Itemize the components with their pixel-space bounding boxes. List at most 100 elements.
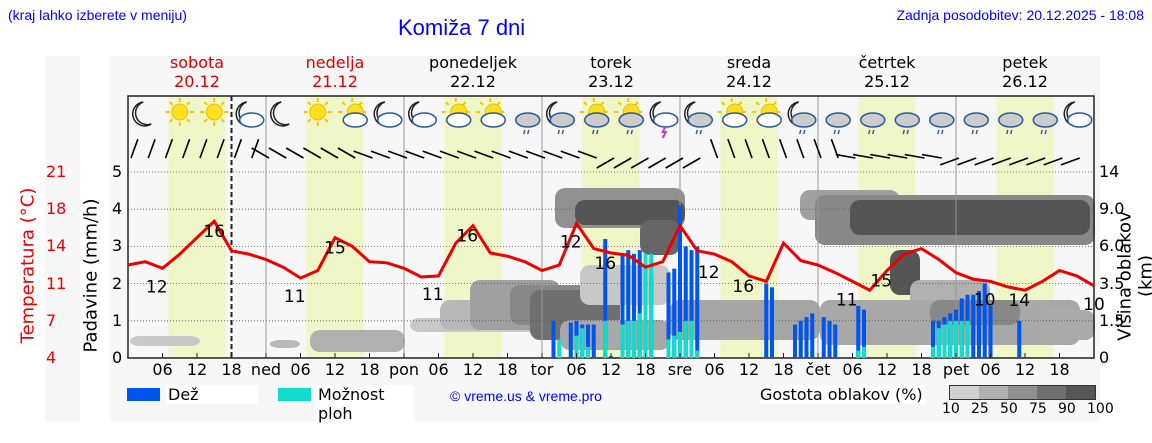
svg-text:06: 06 (290, 360, 310, 379)
svg-text:10: 10 (974, 290, 996, 310)
svg-text:18: 18 (911, 360, 931, 379)
svg-text:12: 12 (325, 360, 345, 379)
cloud-rain-icon (825, 112, 851, 135)
svg-text:16: 16 (203, 222, 225, 242)
sun-icon (200, 98, 229, 126)
day-label: ponedeljek 22.12 (423, 53, 523, 91)
temp-tick: 14 (46, 236, 67, 256)
cloud-height-tick: 9.0 (1099, 199, 1125, 219)
svg-text:12: 12 (601, 360, 621, 379)
temp-tick: 21 (46, 162, 67, 181)
cloud-rain-icon (894, 112, 920, 135)
moon-cloud-rain-icon (787, 101, 817, 135)
day-name: četrtek (858, 53, 916, 72)
svg-text:18: 18 (773, 360, 793, 379)
sun-cloud-icon (717, 98, 748, 128)
temperature-line (127, 218, 1095, 293)
cloud-height-tick: 6.0 (1099, 236, 1125, 256)
cloud-density-tick: 90 (1058, 401, 1076, 417)
sun-cloud-icon (441, 98, 472, 128)
cloud-rain-icon (929, 112, 955, 135)
day-date: 25.12 (864, 72, 910, 91)
precip-tick: 1 (112, 310, 123, 330)
cloud-rain-icon (963, 112, 989, 135)
day-name: sobota (169, 53, 225, 72)
day-date: 21.12 (312, 72, 358, 91)
moon-icon (270, 101, 290, 127)
precip-bars (551, 205, 1022, 358)
svg-text:16: 16 (594, 254, 616, 274)
cloud-rain-icon (1032, 112, 1058, 135)
rain-legend-label: Dež (166, 385, 258, 404)
temperature-labels: 12 16 11 15 11 16 12 16 12 16 11 15 10 14 10 (146, 222, 1105, 315)
svg-text:ned: ned (251, 360, 281, 379)
svg-text:15: 15 (324, 239, 346, 259)
day-label: petek 26.12 (975, 53, 1075, 91)
day-label: sreda 24.12 (699, 53, 799, 91)
precip-tick: 3 (112, 236, 123, 256)
moon-cloud-icon (373, 101, 403, 128)
svg-text:11: 11 (284, 287, 306, 307)
precip-tick: 4 (112, 199, 123, 219)
svg-text:tor: tor (531, 360, 554, 379)
day-name: nedelja (305, 53, 365, 72)
temp-axis-panel (45, 56, 80, 422)
precip-tick: 2 (112, 273, 123, 293)
day-label: sobota 20.12 (147, 53, 247, 91)
day-label: četrtek 25.12 (837, 53, 937, 91)
rain-legend-swatch (127, 388, 160, 401)
svg-text:06: 06 (980, 360, 1000, 379)
svg-text:18: 18 (1049, 360, 1069, 379)
cloud-density-tick: 25 (971, 401, 989, 417)
moon-cloud-rain-icon (546, 101, 575, 135)
svg-text:12: 12 (877, 360, 897, 379)
day-date: 26.12 (1002, 72, 1048, 91)
cloud-rain-icon (998, 112, 1024, 135)
temp-tick: 7 (46, 310, 57, 330)
cloud-density-tick: 50 (1000, 401, 1018, 417)
day-label: torek 23.12 (561, 53, 661, 91)
svg-text:12: 12 (146, 277, 168, 297)
sun-cloud-rain-icon (614, 98, 644, 135)
cloud-density-scale (949, 385, 1096, 400)
day-date: 24.12 (726, 72, 772, 91)
sun-cloud-icon (752, 98, 782, 128)
day-date: 22.12 (450, 72, 496, 91)
temp-tick: 4 (46, 348, 57, 367)
copyright-link[interactable]: © vreme.us & vreme.pro (450, 388, 602, 404)
location-hint: (kraj lahko izberete v meniju) (8, 7, 187, 23)
svg-text:06: 06 (566, 360, 586, 379)
sun-cloud-icon (476, 98, 506, 128)
svg-text:18: 18 (359, 360, 379, 379)
cloud-density-tick: 75 (1029, 401, 1047, 417)
svg-text:16: 16 (732, 277, 754, 297)
moon-icon (132, 101, 152, 127)
cloud-density-tick: 100 (1087, 401, 1114, 417)
svg-text:18: 18 (635, 360, 655, 379)
svg-text:12: 12 (1015, 360, 1035, 379)
moon-cloud-rain-icon (684, 101, 713, 135)
svg-text:16: 16 (456, 227, 478, 247)
sun-icon (303, 98, 332, 126)
svg-text:14: 14 (1008, 291, 1030, 311)
svg-text:15: 15 (870, 271, 892, 291)
svg-text:12: 12 (560, 232, 582, 252)
svg-text:18: 18 (497, 360, 517, 379)
svg-text:06: 06 (152, 360, 172, 379)
day-name: ponedeljek (429, 53, 517, 72)
svg-text:12: 12 (463, 360, 483, 379)
moon-cloud-icon (1063, 101, 1093, 128)
cloud-density-tick: 10 (942, 401, 960, 417)
svg-text:10: 10 (1083, 295, 1105, 315)
temp-tick: 11 (46, 273, 67, 293)
day-name: sreda (726, 53, 772, 72)
day-date: 23.12 (588, 72, 634, 91)
day-name: torek (590, 53, 632, 72)
svg-text:06: 06 (704, 360, 724, 379)
showers-legend-swatch (278, 388, 311, 401)
svg-text:pet: pet (943, 360, 969, 379)
sun-icon (165, 98, 194, 126)
svg-text:11: 11 (836, 290, 858, 310)
svg-text:12: 12 (739, 360, 759, 379)
svg-text:18: 18 (221, 360, 241, 379)
